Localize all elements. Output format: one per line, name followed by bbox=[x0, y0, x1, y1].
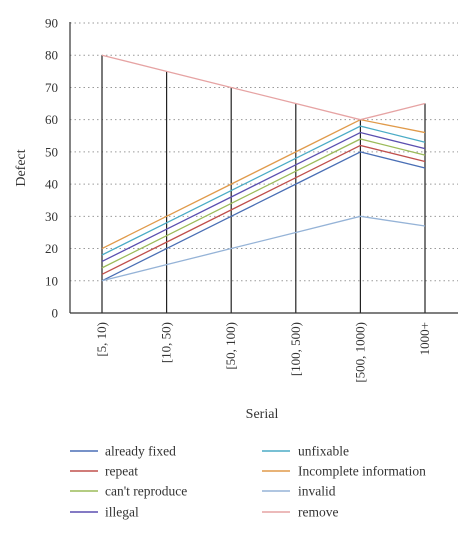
series-line-repeat bbox=[101, 144, 426, 275]
series-line-incomplete-information bbox=[101, 118, 426, 250]
category-drop-lines bbox=[101, 55, 426, 313]
x-axis-title: Serial bbox=[246, 407, 279, 422]
y-tick-label: 70 bbox=[45, 80, 58, 95]
y-tick-label: 10 bbox=[45, 273, 58, 288]
series-line-already-fixed bbox=[101, 151, 426, 282]
y-tick-labels: 0 10 20 30 40 50 60 70 80 90 bbox=[45, 16, 58, 321]
x-tick-labels: [5, 10) [10, 50) [50, 100) [100, 500) [500, … bbox=[94, 322, 432, 383]
x-tick-label: [100, 500) bbox=[288, 322, 303, 376]
grid-lines bbox=[70, 22, 458, 282]
y-tick-label: 40 bbox=[45, 177, 58, 192]
series-line-can-t-reproduce bbox=[101, 138, 426, 269]
legend-label: Incomplete information bbox=[298, 464, 426, 479]
legend-label: invalid bbox=[298, 484, 336, 499]
y-tick-label: 30 bbox=[45, 209, 58, 224]
axes bbox=[69, 22, 458, 314]
series-line-remove bbox=[101, 54, 426, 121]
y-tick-label: 50 bbox=[45, 144, 58, 159]
y-tick-label: 0 bbox=[52, 306, 59, 321]
x-tick-label: [50, 100) bbox=[223, 322, 238, 370]
legend-label: remove bbox=[298, 505, 338, 520]
legend-label: already fixed bbox=[105, 444, 176, 459]
legend: already fixed repeat can't reproduce illega… bbox=[70, 444, 426, 520]
y-tick-label: 80 bbox=[45, 48, 58, 63]
x-tick-label: [10, 50) bbox=[159, 322, 174, 363]
y-tick-label: 90 bbox=[45, 16, 58, 31]
y-axis-title: Defect bbox=[14, 149, 29, 186]
legend-label: can't reproduce bbox=[105, 484, 187, 499]
series-line-unfixable bbox=[101, 125, 426, 256]
series-lines bbox=[101, 54, 426, 282]
legend-label: repeat bbox=[105, 464, 138, 479]
x-tick-label: [500, 1000) bbox=[352, 322, 367, 383]
x-tick-label: [5, 10) bbox=[94, 322, 109, 357]
x-tick-label: 1000+ bbox=[417, 322, 432, 355]
y-tick-label: 20 bbox=[45, 241, 58, 256]
legend-label: illegal bbox=[105, 505, 139, 520]
series-line-invalid bbox=[101, 215, 426, 282]
legend-label: unfixable bbox=[298, 444, 349, 459]
y-tick-label: 60 bbox=[45, 112, 58, 127]
series-line-illegal bbox=[101, 131, 426, 263]
